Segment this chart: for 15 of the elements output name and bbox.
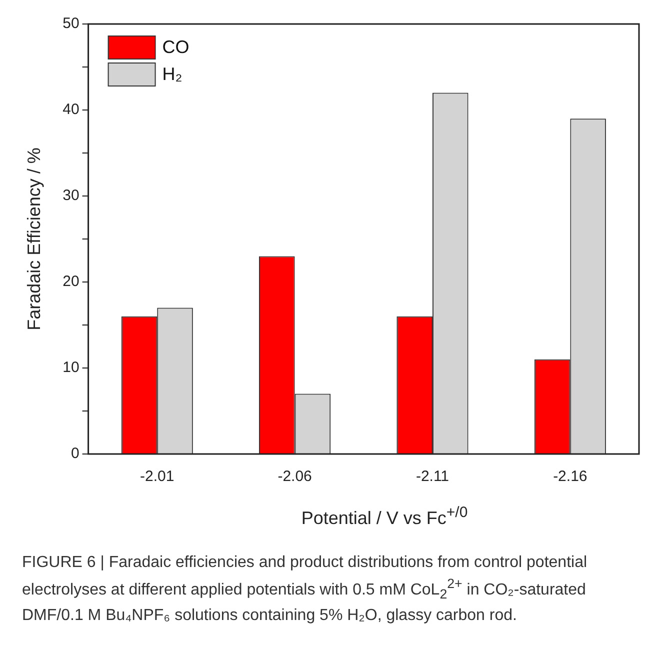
- x-tick-label: -2.16: [553, 468, 588, 486]
- x-tick-label: -2.11: [416, 468, 450, 486]
- legend-label: H₂: [162, 64, 182, 84]
- y-axis-title: Faradaic Efficiency / %: [24, 148, 44, 330]
- y-tick-label: 0: [70, 445, 80, 462]
- legend-label: CO: [162, 36, 190, 57]
- y-tick-label: 50: [62, 15, 80, 32]
- caption: FIGURE 6 | Faradaic efficiencies and product distributions from control potential electrolyses at different applied potentials with 0.5 mM CoL$_{2}$$^{2+}$ in CO₂-saturated DMF/0.1 M Bu₄NPF₆ solutions containing 5% H₂O, glassy carbon rod.: [22, 553, 588, 626]
- y-tick-label: 40: [62, 101, 80, 118]
- x-axis-title: Potential / V vs Fc$^{+/0}$: [300, 504, 469, 529]
- x-tick-label: -2.01: [140, 468, 174, 486]
- y-tick-label: 20: [62, 273, 80, 290]
- x-tick-label: -2.06: [278, 468, 312, 486]
- y-tick-label: 10: [62, 359, 80, 376]
- y-tick-label: 30: [62, 187, 80, 204]
